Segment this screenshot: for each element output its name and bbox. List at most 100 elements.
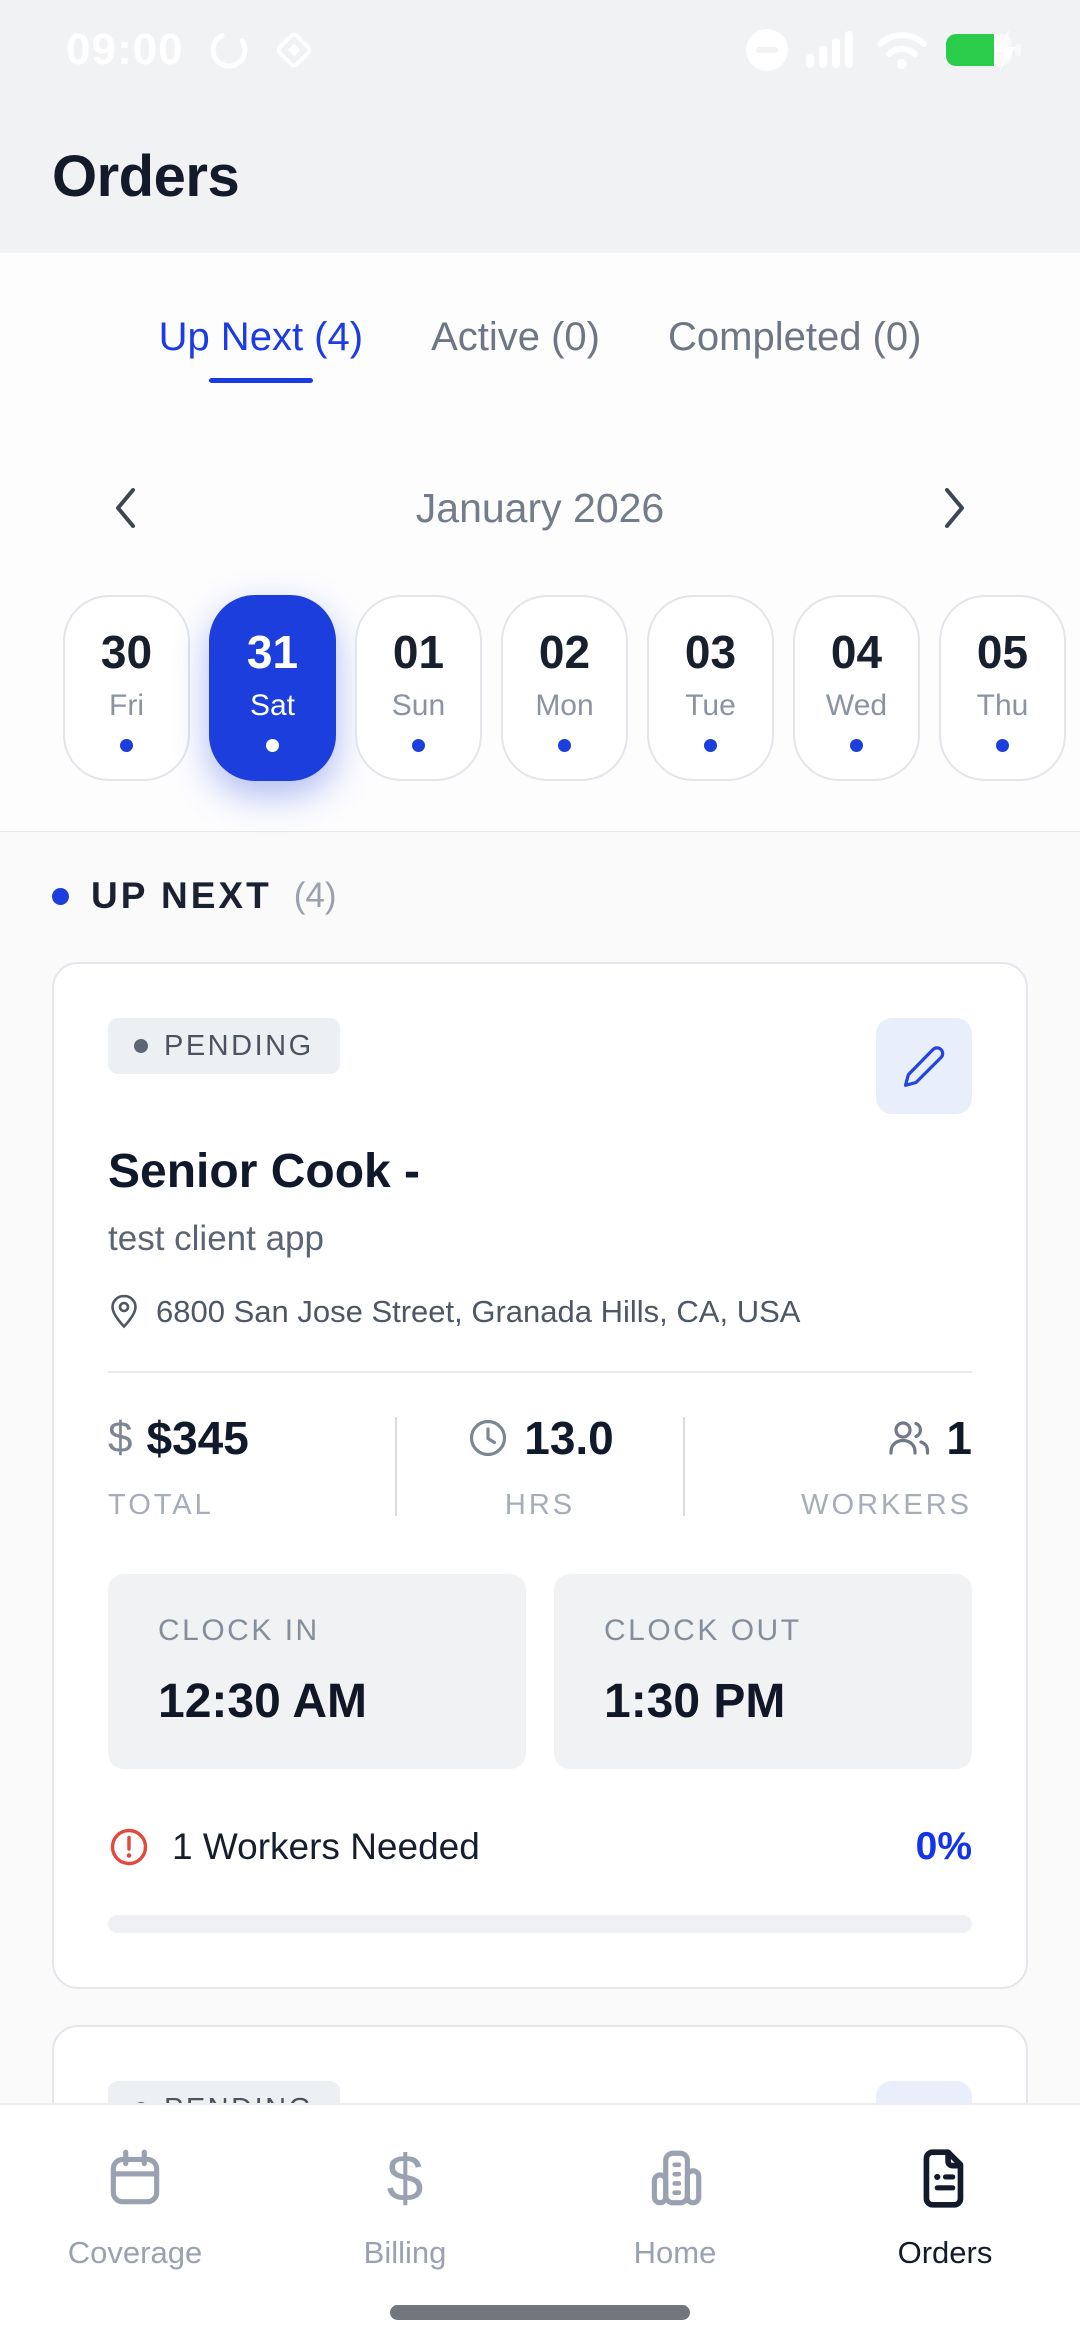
tabs-row: Up Next (4) Active (0) Completed (0)	[0, 315, 1080, 383]
chevron-left-icon	[116, 488, 135, 528]
day-weekday: Thu	[976, 688, 1029, 722]
day-dot	[412, 738, 425, 752]
day-pill-05[interactable]: 05 Thu	[939, 595, 1066, 781]
bottom-nav: Coverage $ Billing Home	[0, 2103, 1080, 2340]
day-number: 03	[684, 625, 737, 678]
day-weekday: Wed	[825, 688, 888, 722]
date-carousel: 30 Fri 31 Sat 01 Sun 02 Mon 03 Tue	[0, 537, 1080, 832]
status-dot-icon	[134, 1039, 148, 1053]
do-not-disturb-icon	[746, 29, 788, 71]
nav-label-billing: Billing	[363, 2235, 447, 2270]
nav-item-billing[interactable]: $ Billing	[270, 2105, 540, 2340]
nav-item-home[interactable]: Home	[540, 2105, 810, 2340]
day-dot	[996, 738, 1009, 752]
tab-up-next-label: Up Next (4)	[158, 315, 364, 359]
chevron-right-icon	[945, 488, 964, 528]
tab-active[interactable]: Active (0)	[431, 315, 600, 383]
day-number: 31	[246, 625, 299, 678]
status-badge: PENDING	[108, 1018, 340, 1074]
tabs-section: Up Next (4) Active (0) Completed (0) Jan…	[0, 253, 1080, 832]
order-address: 6800 San Jose Street, Granada Hills, CA,…	[156, 1294, 801, 1329]
stat-workers-value: 1	[946, 1412, 973, 1464]
nav-label-coverage: Coverage	[67, 2235, 203, 2270]
stat-separator	[394, 1417, 397, 1516]
day-weekday: Sat	[249, 688, 296, 722]
card-top-row: PENDING	[108, 1018, 972, 1114]
day-number: 30	[100, 625, 153, 678]
map-pin-icon	[111, 1294, 137, 1329]
tab-up-next[interactable]: Up Next (4)	[158, 315, 364, 383]
wifi-icon	[877, 32, 927, 69]
section-bullet-dot	[52, 887, 69, 905]
document-icon	[923, 2149, 964, 2208]
status-time: 09:00	[66, 25, 184, 74]
day-weekday: Tue	[685, 688, 736, 722]
clock-out-value: 1:30 PM	[604, 1675, 786, 1728]
status-text: PENDING	[164, 1029, 314, 1062]
day-weekday: Fri	[109, 688, 144, 722]
alert-circle-icon	[110, 1828, 148, 1866]
section-label: UP NEXT	[91, 875, 272, 916]
nav-item-orders[interactable]: Orders	[810, 2105, 1080, 2340]
day-dot	[850, 738, 863, 752]
section-header: UP NEXT (4)	[52, 874, 1028, 918]
tab-active-label: Active (0)	[431, 315, 600, 359]
day-number: 02	[538, 625, 591, 678]
stat-workers-label: WORKERS	[801, 1489, 973, 1521]
fill-progress-bar	[108, 1915, 972, 1933]
stat-separator	[683, 1417, 686, 1516]
building-icon	[651, 2150, 702, 2206]
loading-arc-icon	[210, 31, 248, 69]
workers-needed-text: 1 Workers Needed	[172, 1826, 480, 1867]
nav-label-home: Home	[633, 2235, 717, 2270]
day-dot	[704, 738, 717, 752]
clock-in-label: CLOCK IN	[158, 1614, 320, 1647]
clock-out-box: CLOCK OUT 1:30 PM	[554, 1574, 972, 1769]
next-month-button[interactable]	[924, 479, 984, 537]
day-pill-01[interactable]: 01 Sun	[355, 595, 482, 781]
day-pill-31-selected[interactable]: 31 Sat	[209, 595, 336, 781]
calendar-icon	[110, 2149, 160, 2205]
stats-row: $ $345 TOTAL 13.0 HRS	[108, 1411, 972, 1522]
edit-order-button[interactable]	[876, 1018, 972, 1114]
day-pill-02[interactable]: 02 Mon	[501, 595, 628, 781]
dollar-icon: $	[108, 1413, 133, 1462]
day-pill-04[interactable]: 04 Wed	[793, 595, 920, 781]
day-dot	[558, 738, 571, 752]
card-divider	[108, 1371, 972, 1373]
home-indicator[interactable]	[390, 2305, 690, 2320]
clock-in-box: CLOCK IN 12:30 AM	[108, 1574, 526, 1769]
orders-list: UP NEXT (4) PENDING Senior Cook - test c…	[0, 832, 1080, 2319]
order-client: test client app	[108, 1219, 324, 1258]
clock-out-label: CLOCK OUT	[604, 1614, 802, 1647]
clock-in-value: 12:30 AM	[158, 1675, 367, 1728]
day-dot	[266, 738, 279, 752]
tab-completed[interactable]: Completed (0)	[668, 315, 921, 383]
day-pill-30[interactable]: 30 Fri	[63, 595, 190, 781]
clock-row: CLOCK IN 12:30 AM CLOCK OUT 1:30 PM	[108, 1574, 972, 1769]
tab-active-underline	[208, 378, 313, 383]
section-count: (4)	[293, 876, 337, 915]
order-title: Senior Cook -	[108, 1145, 421, 1198]
day-weekday: Sun	[391, 688, 446, 722]
nav-item-coverage[interactable]: Coverage	[0, 2105, 270, 2340]
month-nav: January 2026	[0, 479, 1080, 537]
workers-needed-row: 1 Workers Needed 0%	[108, 1825, 972, 1869]
day-number: 01	[392, 625, 445, 678]
top-band: 09:00	[0, 0, 1080, 253]
order-card[interactable]: PENDING Senior Cook - test client app 68…	[52, 962, 1028, 1989]
fill-percent: 0%	[915, 1825, 972, 1868]
day-weekday: Mon	[535, 688, 594, 722]
nav-diamond-icon	[276, 32, 311, 68]
battery-charging-icon	[946, 30, 1021, 70]
day-pill-03[interactable]: 03 Tue	[647, 595, 774, 781]
prev-month-button[interactable]	[96, 479, 156, 537]
location-row: 6800 San Jose Street, Granada Hills, CA,…	[108, 1293, 972, 1331]
day-number: 05	[976, 625, 1029, 678]
day-dot	[120, 738, 133, 752]
stat-total: $ $345 TOTAL	[108, 1411, 395, 1522]
dollar-icon: $	[386, 2141, 424, 2215]
stat-total-value: $345	[146, 1412, 249, 1464]
stat-total-label: TOTAL	[108, 1489, 214, 1521]
